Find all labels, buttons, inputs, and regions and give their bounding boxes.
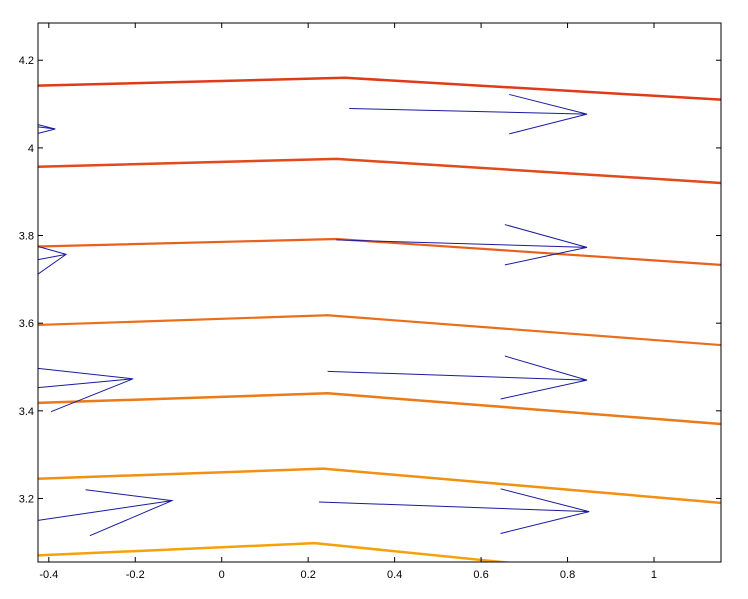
y-tick-label: 3.2 [19, 493, 34, 505]
vector-arrow-4 [38, 246, 68, 275]
vector-arrow-1 [349, 93, 588, 135]
x-tick-label: 0 [219, 569, 225, 581]
x-tick-label: -0.2 [126, 569, 145, 581]
x-tick-label: 0.8 [560, 569, 575, 581]
contour-line-3 [38, 392, 721, 426]
y-tick-label: 4.2 [19, 55, 34, 67]
x-tick-label: 1 [651, 569, 657, 581]
contour-line-5 [38, 237, 721, 266]
x-tick-label: 0.2 [301, 569, 316, 581]
vector-arrow-2 [38, 124, 56, 134]
vector-arrow-5 [327, 355, 588, 400]
x-tick-label: -0.4 [39, 569, 58, 581]
arrow-layer [38, 93, 590, 537]
y-tick-label: 3.4 [19, 406, 34, 418]
contour-line-2 [38, 467, 721, 505]
x-tick-label: 0.6 [473, 569, 488, 581]
vector-arrow-7 [318, 488, 590, 535]
contour-line-1 [38, 541, 515, 562]
y-tick-label: 3.6 [19, 318, 34, 330]
y-tick-label: 4 [28, 143, 34, 155]
y-tick-label: 3.8 [19, 231, 34, 243]
series-layer [38, 76, 721, 562]
x-tick-label: 0.4 [387, 569, 402, 581]
contour-line-6 [38, 157, 721, 185]
vector-arrow-6 [38, 367, 134, 413]
axes: -0.4 -0.2 0 0.2 0.4 0.6 0.8 1 3.2 3.4 3.6 3.8 4 4.2 [19, 22, 722, 581]
contour-line-4 [38, 314, 721, 347]
contour-line-7 [38, 76, 721, 101]
vector-arrow-8 [38, 489, 174, 537]
vector-arrow-3 [336, 224, 588, 266]
axes-box [37, 22, 722, 563]
